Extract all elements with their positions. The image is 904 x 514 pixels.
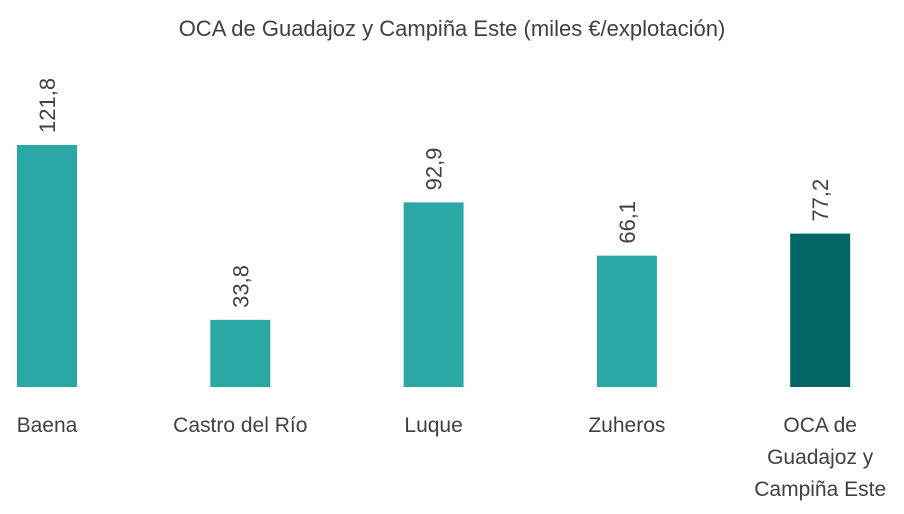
x-tick-label: Castro del Río <box>173 414 308 437</box>
data-label: 92,9 <box>422 148 447 191</box>
bar <box>210 319 271 387</box>
data-label: 77,2 <box>808 179 833 222</box>
x-tick-label: Baena <box>16 414 78 437</box>
bar <box>790 233 851 387</box>
data-label: 33,8 <box>228 265 253 308</box>
chart-title: OCA de Guadajoz y Campiña Este (miles €/… <box>179 16 726 41</box>
bar <box>596 255 657 387</box>
bar <box>403 202 464 387</box>
x-tick-label: Luque <box>404 414 463 437</box>
bar <box>17 144 77 387</box>
data-label: 121,8 <box>35 78 60 133</box>
x-tick-label: OCA de Guadajoz y Campiña Este <box>754 414 887 501</box>
x-tick-label: Zuheros <box>588 414 666 437</box>
data-label: 66,1 <box>615 201 640 244</box>
